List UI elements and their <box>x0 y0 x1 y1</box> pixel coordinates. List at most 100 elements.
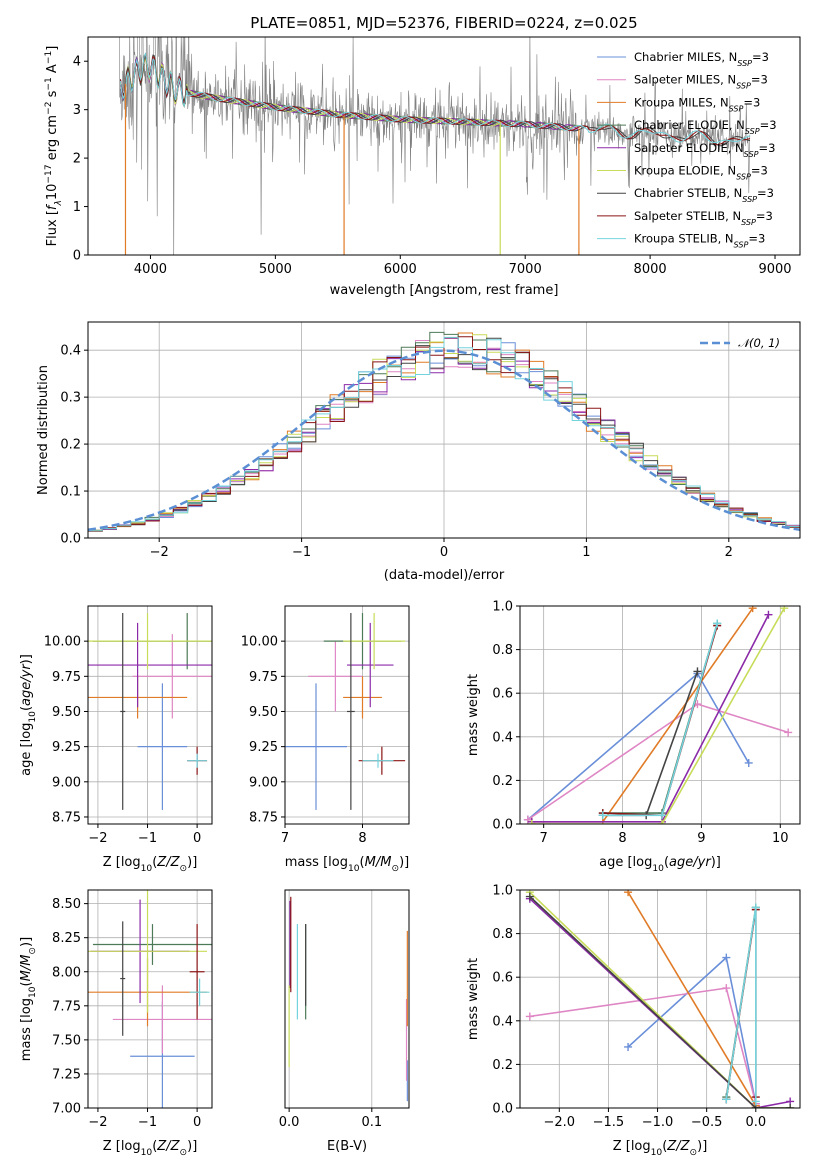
x-tick-label: −1 <box>138 1115 157 1130</box>
y-axis-label: age [log10(age/yr)] <box>19 654 38 776</box>
y-tick-label: 8.50 <box>52 897 81 912</box>
legend-label: Kroupa MILES, NSSP=3 <box>634 95 760 113</box>
y-tick-label: 9.75 <box>52 670 81 685</box>
y-tick-label: 0 <box>73 249 81 264</box>
y-tick-label: 0.4 <box>492 1014 513 1029</box>
x-tick-label: −0.5 <box>691 1115 723 1130</box>
y-tick-label: 8.75 <box>249 810 278 825</box>
plot-area <box>523 606 793 824</box>
plot-area <box>119 37 751 255</box>
y-tick-label: 0.8 <box>492 927 513 942</box>
weight-marker <box>657 811 666 820</box>
axes-weight-vs-age: 7 8 9 10 0.0 0.2 0.4 0.6 0.8 1.0 age [log10(age/yr… <box>466 600 801 874</box>
x-tick-label: −1 <box>138 831 157 846</box>
y-tick-label: 9.50 <box>249 705 278 720</box>
model-spectrum <box>120 52 751 143</box>
legend-label: Salpeter MILES, NSSP=3 <box>634 73 768 91</box>
axes-mass-vs-ebv: 0.0 0.1 E(B-V) <box>279 889 410 1154</box>
axes-age-vs-mass: 7 8 8.75 9.00 9.25 9.50 9.75 10.00 mass [log10(M… <box>241 605 410 874</box>
y-tick-label: 0.0 <box>60 532 81 547</box>
x-tick-label: −1.0 <box>642 1115 674 1130</box>
model-spectrum <box>120 52 751 146</box>
y-axis-label: Flux [fλ10−17 erg cm−2 s−1 A−1] <box>44 46 64 247</box>
weight-series <box>602 623 718 814</box>
y-axis-label: mass weight <box>466 674 481 756</box>
y-tick-label: 9.25 <box>52 740 81 755</box>
y-axis-label: Normed distribution <box>36 365 51 495</box>
weight-marker <box>624 890 633 897</box>
y-tick-label: 8.25 <box>52 931 81 946</box>
weight-marker <box>751 903 760 912</box>
x-tick-label: −2 <box>150 545 169 560</box>
legend-label: Chabrier ELODIE, NSSP=3 <box>634 118 777 136</box>
weight-marker <box>657 820 666 824</box>
x-tick-label: 2 <box>725 545 733 560</box>
legend-label: Chabrier STELIB, NSSP=3 <box>634 186 774 204</box>
y-axis-label: mass [log10(M/M⊙)] <box>19 937 38 1061</box>
weight-marker <box>598 811 607 820</box>
axes-frame <box>87 889 213 1109</box>
axes-frame <box>284 605 410 825</box>
x-tick-label: −1 <box>292 545 311 560</box>
weight-marker <box>786 1104 795 1108</box>
x-tick-label: 0.0 <box>279 1115 300 1130</box>
y-tick-label: 9.50 <box>52 705 81 720</box>
x-tick-label: 0 <box>193 831 201 846</box>
weight-series <box>529 891 791 1108</box>
legend-label: Chabrier MILES, NSSP=3 <box>634 50 769 68</box>
x-axis-label: mass [log10(M/M⊙)] <box>285 855 409 874</box>
x-tick-label: 6000 <box>384 262 417 277</box>
x-tick-label: −1.5 <box>593 1115 625 1130</box>
y-axis-label: mass weight <box>466 958 481 1040</box>
x-tick-label: 0.1 <box>361 1115 382 1130</box>
legend-label: Kroupa ELODIE, NSSP=3 <box>634 164 768 182</box>
x-tick-label: 7000 <box>509 262 542 277</box>
y-tick-label: 4 <box>73 55 81 70</box>
legend-label: Salpeter STELIB, NSSP=3 <box>634 209 773 227</box>
x-axis-label: Z [log10(Z/Z⊙)] <box>613 1139 708 1158</box>
y-tick-label: 7.75 <box>52 999 81 1014</box>
axes-age-vs-z: −2 −1 0 8.75 9.00 9.25 9.50 9.75 10.00 Z [log10(Z… <box>19 605 213 874</box>
axes-frame <box>87 36 801 256</box>
weight-marker <box>784 728 793 737</box>
weight-series <box>602 625 718 817</box>
plot-area <box>88 331 800 532</box>
axes-frame <box>519 605 801 825</box>
legend-label: 𝒩(0, 1) <box>738 336 780 350</box>
x-tick-label: −2 <box>88 831 107 846</box>
y-tick-label: 7.50 <box>52 1033 81 1048</box>
x-tick-label: 5000 <box>259 262 292 277</box>
x-tick-label: 0 <box>440 545 448 560</box>
x-tick-label: 10 <box>772 831 789 846</box>
x-axis-label: Z [log10(Z/Z⊙)] <box>103 1139 198 1158</box>
weight-series <box>602 623 718 817</box>
x-axis-label: E(B-V) <box>327 1139 367 1154</box>
y-tick-label: 0.2 <box>492 774 513 789</box>
weight-marker <box>525 1012 534 1021</box>
y-tick-label: 8.00 <box>52 965 81 980</box>
plot-area <box>88 890 212 1108</box>
y-tick-label: 0.4 <box>60 344 81 359</box>
x-tick-label: 7 <box>281 831 289 846</box>
y-tick-label: 9.00 <box>249 775 278 790</box>
weight-marker <box>722 953 731 962</box>
y-tick-label: 1.0 <box>492 600 513 615</box>
y-tick-label: 0.1 <box>60 485 81 500</box>
weight-marker <box>693 667 702 676</box>
y-tick-label: 0.2 <box>492 1058 513 1073</box>
plot-area <box>88 613 212 810</box>
y-tick-label: 0.4 <box>492 730 513 745</box>
normal-curve <box>88 349 800 532</box>
plot-area <box>525 890 795 1108</box>
axes-frame <box>519 889 801 1109</box>
weight-series <box>529 898 791 1108</box>
weight-marker <box>780 606 789 613</box>
y-tick-label: 0.6 <box>492 971 513 986</box>
weight-marker <box>624 1042 633 1051</box>
y-tick-label: 2 <box>73 152 81 167</box>
weight-marker <box>527 820 536 824</box>
chart-title: PLATE=0851, MJD=52376, FIBERID=0224, z=0… <box>250 14 637 32</box>
weight-series <box>531 607 754 823</box>
x-axis-label: Z [log10(Z/Z⊙)] <box>103 855 198 874</box>
